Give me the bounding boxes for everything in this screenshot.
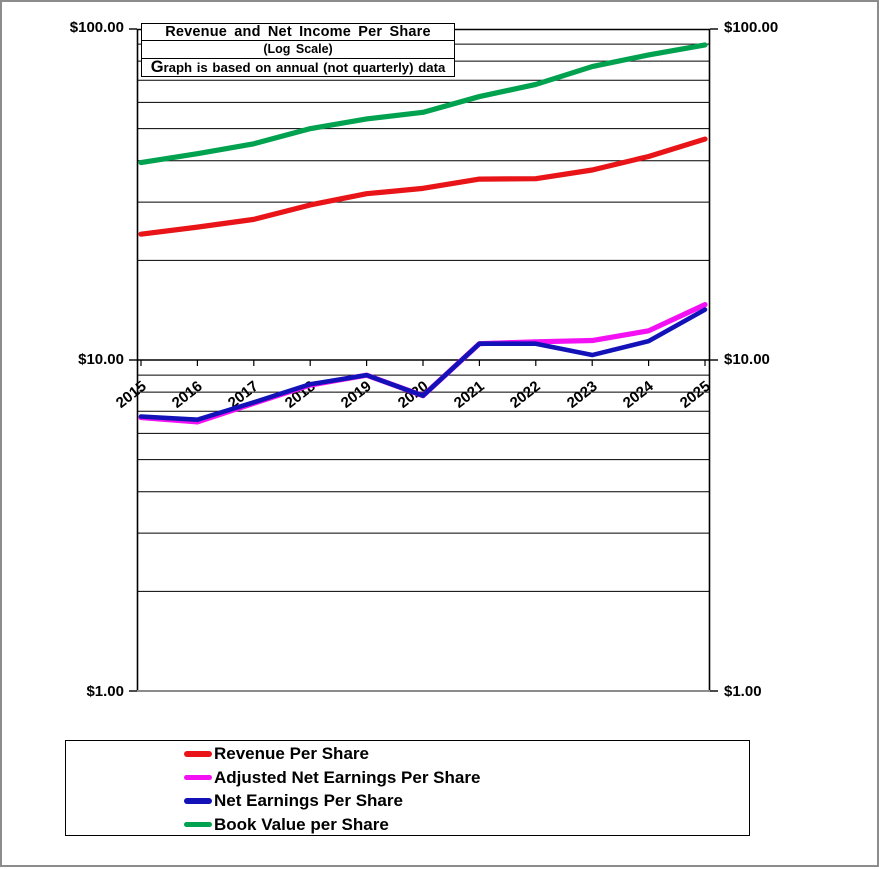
legend-item: Revenue Per Share bbox=[184, 742, 749, 766]
legend-swatch-icon bbox=[184, 798, 212, 804]
series-line-book-value-per-share bbox=[138, 42, 708, 166]
legend-box: Revenue Per Share Adjusted Net Earnings P… bbox=[65, 740, 750, 836]
legend-swatch-icon bbox=[184, 774, 212, 781]
y-axis-label-left-10: $10.00 bbox=[78, 351, 124, 368]
legend-label: Net Earnings Per Share bbox=[214, 791, 403, 811]
series-line-adjusted-net-earnings-per-share bbox=[138, 302, 708, 425]
chart-subtitle: (Log Scale) bbox=[142, 41, 454, 59]
legend-label: Adjusted Net Earnings Per Share bbox=[214, 767, 481, 787]
legend-label: Book Value per Share bbox=[214, 815, 389, 835]
y-axis-label-left-100: $100.00 bbox=[69, 19, 124, 36]
y-axis-label-left-1: $1.00 bbox=[86, 683, 124, 700]
series-line-net-earnings-per-share bbox=[138, 307, 708, 423]
legend-label: Revenue Per Share bbox=[214, 744, 369, 764]
y-axis-label-right-1: $1.00 bbox=[724, 683, 762, 700]
chart-title: Revenue and Net Income Per Share bbox=[142, 24, 454, 41]
legend-item: Net Earnings Per Share bbox=[184, 789, 749, 813]
legend-item: Adjusted Net Earnings Per Share bbox=[184, 766, 749, 790]
legend-item: Book Value per Share bbox=[184, 813, 749, 837]
chart-title-box: Revenue and Net Income Per Share (Log Sc… bbox=[141, 23, 455, 77]
chart-note: Graph is based on annual (not quarterly)… bbox=[150, 58, 446, 76]
y-axis-label-right-10: $10.00 bbox=[724, 351, 770, 368]
legend-swatch-icon bbox=[184, 821, 212, 828]
series-line-revenue-per-share bbox=[138, 136, 708, 237]
y-axis-label-right-100: $100.00 bbox=[724, 19, 779, 36]
legend-swatch-icon bbox=[184, 751, 212, 757]
